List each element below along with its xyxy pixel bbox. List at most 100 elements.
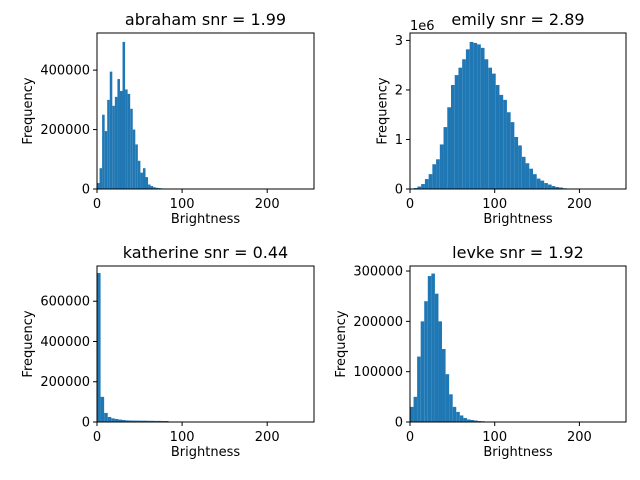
histogram-bar xyxy=(99,168,103,189)
x-axis-label: Brightness xyxy=(483,445,552,460)
histogram-bar xyxy=(109,71,113,189)
histogram-bar xyxy=(473,42,478,190)
histogram-bar xyxy=(438,321,443,422)
y-axis-label: Frequency xyxy=(376,77,391,144)
histogram-bars xyxy=(97,273,183,422)
x-tick-label: 200 xyxy=(567,197,592,212)
histogram-bar xyxy=(104,412,108,422)
histogram-bar xyxy=(540,180,545,189)
y-tick-label: 0 xyxy=(395,416,403,431)
histogram-bar xyxy=(474,420,478,422)
histogram-bar xyxy=(97,183,100,189)
y-tick-label: 0 xyxy=(82,183,90,198)
histogram-bar xyxy=(544,183,548,189)
histogram-bar xyxy=(547,184,552,189)
histogram-bar xyxy=(529,168,533,189)
histogram-bar xyxy=(469,41,474,189)
histogram-bar xyxy=(140,172,143,189)
histogram-bar xyxy=(417,186,422,189)
histogram-bar xyxy=(463,417,467,422)
histogram-bar xyxy=(424,179,429,189)
histogram-bar xyxy=(161,420,165,422)
histogram-bar xyxy=(129,420,133,422)
histogram-bar xyxy=(102,114,105,189)
histogram-bar xyxy=(480,47,485,189)
histogram-bar xyxy=(465,49,470,190)
histogram-bar xyxy=(150,186,154,189)
histogram-bar xyxy=(100,396,105,422)
histogram-bar xyxy=(555,187,560,189)
histogram-bar xyxy=(431,273,435,422)
histogram-bar xyxy=(439,144,444,189)
histogram-bar xyxy=(132,129,136,189)
histogram-bar xyxy=(551,186,556,189)
y-tick-label: 0 xyxy=(395,183,403,198)
x-tick-label: 200 xyxy=(255,197,280,212)
histogram-bar xyxy=(532,174,537,189)
histogram-bars xyxy=(97,41,184,189)
histogram-bar xyxy=(427,276,432,422)
x-tick-label: 0 xyxy=(93,197,101,212)
y-tick-label: 200000 xyxy=(40,375,90,390)
histogram-bar xyxy=(442,349,446,422)
histogram-bar xyxy=(122,419,126,422)
histogram-bar xyxy=(432,164,437,189)
plot-frame xyxy=(409,32,627,190)
histogram-bar xyxy=(122,41,126,189)
histogram-bar xyxy=(525,163,530,189)
histogram-bar xyxy=(142,168,146,189)
subplot-4: 0 100 200 0 100000 200000 300000 levke snr = 1.… xyxy=(334,243,627,460)
histogram-bar xyxy=(410,406,414,422)
chart-title: emily snr = 2.89 xyxy=(451,10,584,29)
x-axis-label: Brightness xyxy=(171,445,240,460)
subplot-3: 0 100 200 0 200000 400000 600000 katherine snr … xyxy=(21,243,315,460)
histogram-bar xyxy=(484,59,489,189)
y-tick-label: 400000 xyxy=(40,335,90,350)
histogram-bar xyxy=(466,419,471,422)
histogram-bar xyxy=(127,93,131,189)
histogram-bar xyxy=(447,107,451,189)
histogram-bar xyxy=(132,420,137,422)
histogram-bar xyxy=(125,89,128,189)
histogram-bar xyxy=(518,145,522,189)
y-tick-label: 100000 xyxy=(353,365,403,380)
histogram-bar xyxy=(145,177,149,189)
histogram-bar xyxy=(424,301,428,422)
y-tick-label: 200000 xyxy=(40,123,90,138)
histogram-bar xyxy=(135,144,138,189)
y-tick-label: 2 xyxy=(395,83,403,98)
histogram-bar xyxy=(137,160,141,189)
histogram-bar xyxy=(118,419,123,422)
histogram-bar xyxy=(413,396,418,422)
histogram-bar xyxy=(428,174,433,189)
histogram-bar xyxy=(143,420,148,422)
y-tick-label: 0 xyxy=(82,416,90,431)
subplot-2: 0 100 200 0 1 2 3 1e6 emily snr = 2.89 Brightness… xyxy=(376,10,627,227)
y-tick-label: 300000 xyxy=(353,265,403,280)
histogram-bar xyxy=(506,112,511,189)
chart-title: katherine snr = 0.44 xyxy=(123,243,288,262)
x-tick-label: 200 xyxy=(255,430,280,445)
histogram-bar xyxy=(470,419,475,422)
histogram-bar xyxy=(449,394,453,422)
histogram-bar xyxy=(452,406,457,422)
histogram-bar xyxy=(114,96,118,189)
y-tick-label: 600000 xyxy=(40,295,90,310)
x-axis-label: Brightness xyxy=(171,212,240,227)
y-tick-label: 3 xyxy=(395,34,403,49)
histogram-bar xyxy=(155,187,159,189)
histogram-bar xyxy=(445,374,450,422)
plot-frame xyxy=(96,32,315,190)
histogram-bar xyxy=(154,420,158,422)
histogram-bar xyxy=(488,67,492,189)
histogram-bar xyxy=(451,85,455,189)
histogram-bar xyxy=(559,187,563,189)
x-tick-label: 0 xyxy=(406,430,414,445)
histogram-bar xyxy=(462,59,466,189)
histogram-bar xyxy=(125,420,130,422)
histogram-bar xyxy=(150,420,155,422)
histogram-bar xyxy=(164,420,169,422)
histogram-bar xyxy=(421,184,425,189)
